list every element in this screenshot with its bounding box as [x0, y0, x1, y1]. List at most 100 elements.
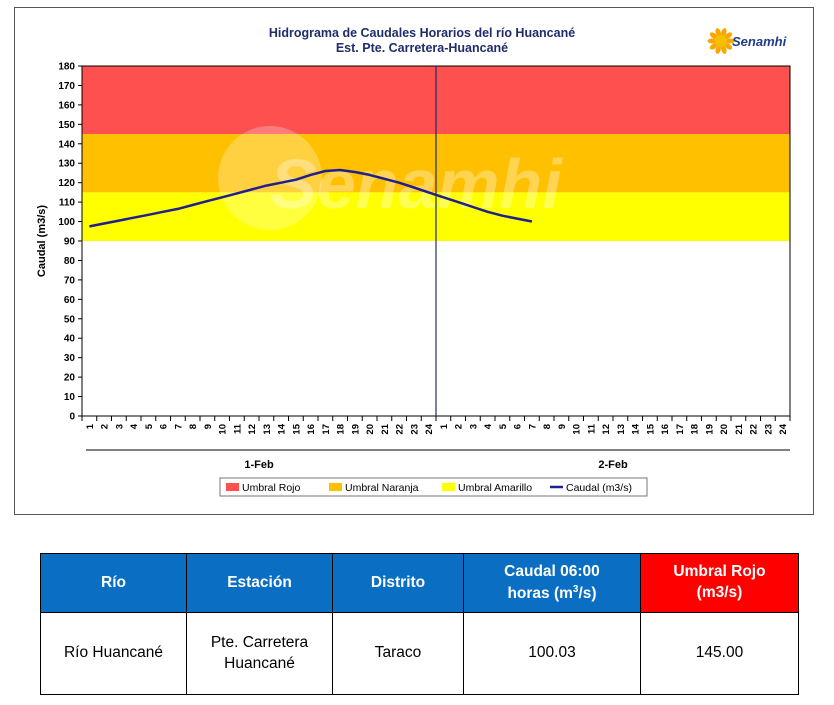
x-tick-label: 2 [100, 424, 111, 429]
y-tick-label: 160 [58, 100, 75, 111]
x-tick-label: 5 [498, 423, 509, 429]
watermark-sun [218, 126, 322, 230]
x-tick-label: 21 [380, 423, 391, 434]
header-caudal-line2: horas (m3/s) [507, 583, 597, 602]
logo-sun-petal [721, 45, 727, 54]
x-tick-label: 18 [336, 424, 347, 435]
x-tick-label: 10 [218, 424, 229, 435]
x-tick-label: 7 [173, 424, 184, 429]
y-tick-label: 70 [64, 275, 76, 286]
legend-label: Umbral Naranja [345, 482, 419, 494]
x-tick-label: 15 [291, 423, 302, 434]
x-tick-label: 17 [675, 424, 686, 435]
x-tick-label: 18 [690, 424, 701, 435]
y-axis-title: Caudal (m3/s) [36, 205, 48, 277]
x-tick-label: 1 [439, 423, 450, 429]
x-tick-label: 19 [350, 424, 361, 435]
x-tick-label: 21 [734, 423, 745, 434]
x-tick-label: 23 [409, 424, 420, 435]
y-tick-label: 0 [69, 412, 75, 423]
chart-panel: Senamhi 0 10 20 30 40 50 60 70 80 90 100 110 120 130 14… [14, 7, 814, 515]
table-row: Río Huancané Pte. Carretera Huancané Tara… [40, 612, 799, 695]
header-distrito: Distrito [332, 553, 464, 613]
x-tick-label: 2 [454, 424, 465, 429]
y-tick-label: 80 [64, 256, 76, 267]
y-tick-label: 60 [64, 295, 76, 306]
cell-estacion: Pte. Carretera Huancané [186, 612, 333, 695]
legend-swatch [329, 483, 342, 491]
x-tick-label: 10 [572, 424, 583, 435]
x-tick-label: 6 [513, 424, 524, 429]
y-tick-label: 90 [64, 237, 76, 248]
x-tick-label: 3 [468, 424, 479, 429]
header-umbral-rojo: Umbral Rojo (m3/s) [640, 553, 799, 613]
x-tick-label: 8 [188, 424, 199, 429]
legend-label: Caudal (m3/s) [566, 482, 632, 494]
x-tick-label: 22 [749, 424, 760, 435]
x-tick-label: 6 [159, 424, 170, 429]
x-tick-label: 16 [306, 424, 317, 435]
y-tick-label: 130 [58, 159, 75, 170]
logo-sun-petal [707, 38, 717, 44]
logo-sun-petal [724, 42, 733, 50]
hydrograph-chart: Senamhi010203040506070809010011012013014… [36, 26, 791, 497]
x-tick-label: 19 [704, 424, 715, 435]
x-tick-label: 17 [321, 424, 332, 435]
y-tick-label: 30 [64, 353, 76, 364]
senamhi-logo [707, 28, 735, 54]
x-tick-label: 13 [262, 424, 273, 435]
cell-caudal: 100.03 [463, 612, 641, 695]
y-tick-label: 150 [58, 120, 75, 131]
chart-title-line: Est. Pte. Carretera-Huancané [336, 41, 508, 55]
station-table: Río Estación Distrito Caudal 06:00 horas… [40, 553, 799, 695]
x-tick-label: 9 [557, 424, 568, 429]
x-tick-label: 4 [483, 423, 494, 429]
chart-title-line: Hidrograma de Caudales Horarios del río … [269, 26, 575, 40]
logo-sun-petal [724, 32, 733, 40]
logo-sun-petal [721, 28, 727, 37]
logo-sun-petal [709, 42, 718, 50]
y-tick-label: 50 [64, 314, 76, 325]
x-tick-label: 11 [586, 423, 597, 434]
header-caudal-line1: Caudal 06:00 [504, 562, 600, 580]
x-tick-label: 16 [660, 424, 671, 435]
header-umbral-line2: (m3/s) [696, 584, 743, 601]
x-tick-label: 8 [542, 424, 553, 429]
x-tick-label: 24 [778, 423, 789, 434]
y-tick-label: 120 [58, 178, 75, 189]
header-caudal: Caudal 06:00 horas (m3/s) [463, 553, 641, 613]
watermark [218, 126, 322, 230]
x-tick-label: 24 [424, 423, 435, 434]
y-tick-label: 180 [58, 62, 75, 73]
x-tick-label: 5 [144, 423, 155, 429]
x-tick-label: 23 [763, 424, 774, 435]
y-tick-label: 100 [58, 217, 75, 228]
x-tick-label: 9 [203, 424, 214, 429]
x-tick-label: 3 [114, 424, 125, 429]
x-tick-label: 22 [395, 424, 406, 435]
y-tick-label: 20 [64, 373, 76, 384]
x-tick-label: 13 [616, 424, 627, 435]
logo-sun-petal [715, 45, 721, 54]
legend-label: Umbral Amarillo [458, 482, 532, 494]
x-tick-label: 1 [85, 423, 96, 429]
legend-label: Umbral Rojo [242, 482, 301, 494]
x-tick-label: 11 [232, 423, 243, 434]
logo-text: Senamhi [732, 34, 787, 49]
series-line-caudal [89, 168, 533, 228]
watermark-text: Senamhi [270, 145, 563, 223]
y-tick-label: 10 [64, 392, 76, 403]
header-rio: Río [40, 553, 187, 613]
header-umbral-line1: Umbral Rojo [673, 563, 766, 581]
y-tick-label: 170 [58, 81, 75, 92]
day-label: 2-Feb [598, 459, 628, 471]
cell-umbral: 145.00 [640, 612, 799, 695]
x-tick-label: 12 [601, 424, 612, 435]
legend-swatch [226, 483, 239, 491]
legend-box [219, 477, 648, 497]
logo-sun-petal [725, 38, 735, 44]
day-label: 1-Feb [244, 459, 274, 471]
x-tick-label: 15 [645, 423, 656, 434]
x-tick-label: 20 [365, 424, 376, 435]
logo-sun-petal [709, 32, 718, 40]
